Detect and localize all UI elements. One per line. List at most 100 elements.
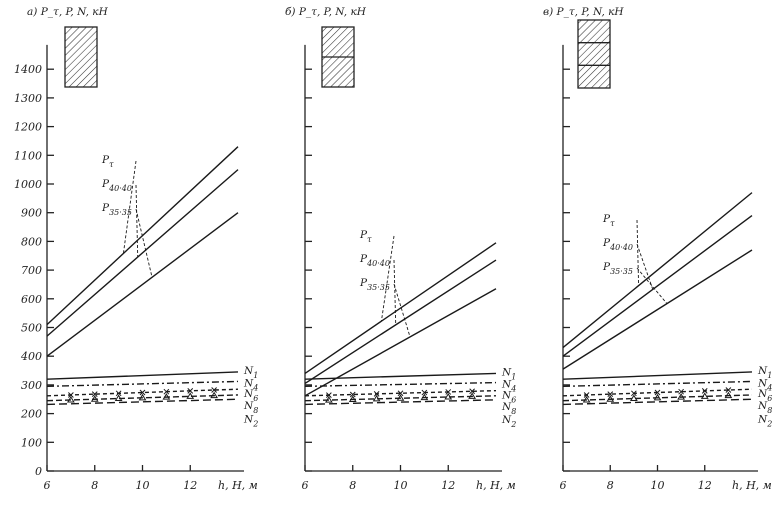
series-label-p-40·40: P40·40 [101,178,132,193]
series-marker-x [397,390,404,397]
series-marker-x [211,387,217,393]
series-label-p-τ: Pτ [602,213,615,228]
x-axis-title: h, H, м [732,479,772,492]
series-line-p-40-40 [46,169,239,337]
series-marker-x [678,388,684,395]
series-line-n-6 [46,388,239,397]
series-marker-x [469,388,475,395]
x-tick-label: 6 [560,479,567,492]
series-marker-x [68,392,74,398]
y-tick-label: 1400 [14,63,42,76]
series-marker-triangle [629,394,638,402]
series-label-n-1: N1 [501,366,516,381]
x-tick-label: 6 [302,479,309,492]
x-tick-label: 12 [183,479,197,492]
series-marker-triangle [396,394,405,401]
series-line-n-1 [304,372,497,380]
y-tick-label: 600 [21,293,42,306]
x-tick-label: 10 [136,479,150,492]
series-line-p-35-35 [562,249,753,370]
series-leader-line [636,243,654,290]
series-line-p-40-40 [562,215,753,357]
chart-panel-2: 6 8 10 12 б) P_τ, P, N, кН h, H, м Pτ P40·40 P35… [285,6,516,492]
series-marker-x [421,389,428,396]
series-leader-line [122,160,137,254]
series-marker-triangle [420,393,429,401]
series-marker-x [187,388,194,394]
series-marker-x [115,390,122,397]
series-line-p- [562,192,753,349]
series-line-n-2 [46,398,239,406]
series-leader-line [393,283,411,338]
series-label-n-4: N4 [243,377,258,392]
series-line-p-40-40 [304,259,497,385]
series-line-n-4 [304,381,497,388]
cross-section-symbol [64,26,98,88]
series-marker-triangle [186,392,195,399]
x-tick-label: 12 [698,479,712,492]
series-label-p-35·35: P35·35 [359,277,390,292]
x-axis-title: h, H, м [476,479,516,492]
y-tick-label: 100 [21,436,42,449]
series-marker-triangle [348,395,357,402]
cross-section-symbol [577,19,611,89]
series-marker-triangle [653,393,662,401]
series-line-n-4 [562,380,753,388]
series-marker-triangle [582,395,591,403]
y-tick-label: 300 [21,379,42,392]
series-label-n-2: N2 [757,413,772,428]
series-label-n-4: N4 [501,379,516,394]
series-leader-line [380,235,395,322]
series-label-p-35·35: P35·35 [101,202,132,217]
series-line-n-2 [562,398,753,406]
series-marker-x [163,388,170,395]
series-marker-x [583,392,590,398]
series-line-p- [304,242,497,374]
series-marker-triangle [372,394,381,402]
series-marker-triangle [90,395,99,402]
series-leader-line [393,259,397,325]
series-label-n-2: N2 [501,414,516,429]
series-label-n-1: N1 [757,365,772,380]
series-marker-x [631,390,637,397]
y-tick-label: 1300 [14,92,42,105]
series-marker-triangle [444,393,453,400]
x-tick-label: 6 [44,479,51,492]
panel-label-and-y-axis-title: б) P_τ, P, N, кН [285,6,367,18]
series-marker-x [701,388,708,394]
series-marker-x [445,389,452,395]
series-label-n-8: N8 [501,401,516,416]
series-line-n-2 [304,399,497,406]
y-tick-label: 0 [35,465,42,478]
series-marker-triangle [468,392,477,399]
series-marker-x [654,389,661,396]
series-line-n-1 [562,371,753,380]
y-tick-label: 500 [21,322,42,335]
series-marker-triangle [66,395,75,403]
series-label-p-35·35: P35·35 [602,261,633,276]
series-line-n-8 [304,395,497,402]
x-tick-label: 8 [607,479,614,492]
series-leader-line [135,184,139,258]
y-tick-label: 900 [21,207,42,220]
series-marker-x [139,389,146,396]
series-leader-line [135,208,153,278]
series-marker-triangle [700,392,709,399]
series-label-n-6: N6 [243,388,258,403]
y-tick-label: 1000 [14,178,42,191]
series-label-p-40·40: P40·40 [602,237,633,252]
x-tick-label: 10 [394,479,408,492]
y-tick-label: 700 [21,264,42,277]
series-marker-triangle [114,394,123,402]
series-label-p-τ: Pτ [101,154,114,169]
series-leader-line [636,219,640,286]
series-marker-triangle [324,396,333,403]
x-tick-label: 8 [91,479,98,492]
y-tick-label: 800 [21,235,42,248]
series-label-n-6: N6 [501,390,516,405]
series-marker-triangle [210,391,219,399]
series-marker-x [607,391,614,398]
series-marker-x [373,391,380,397]
y-tick-label: 400 [20,350,42,363]
chart-panel-3: 6 8 10 12 в) P_τ, P, N, кН h, H, м Pτ P40·40 P35… [543,6,772,492]
